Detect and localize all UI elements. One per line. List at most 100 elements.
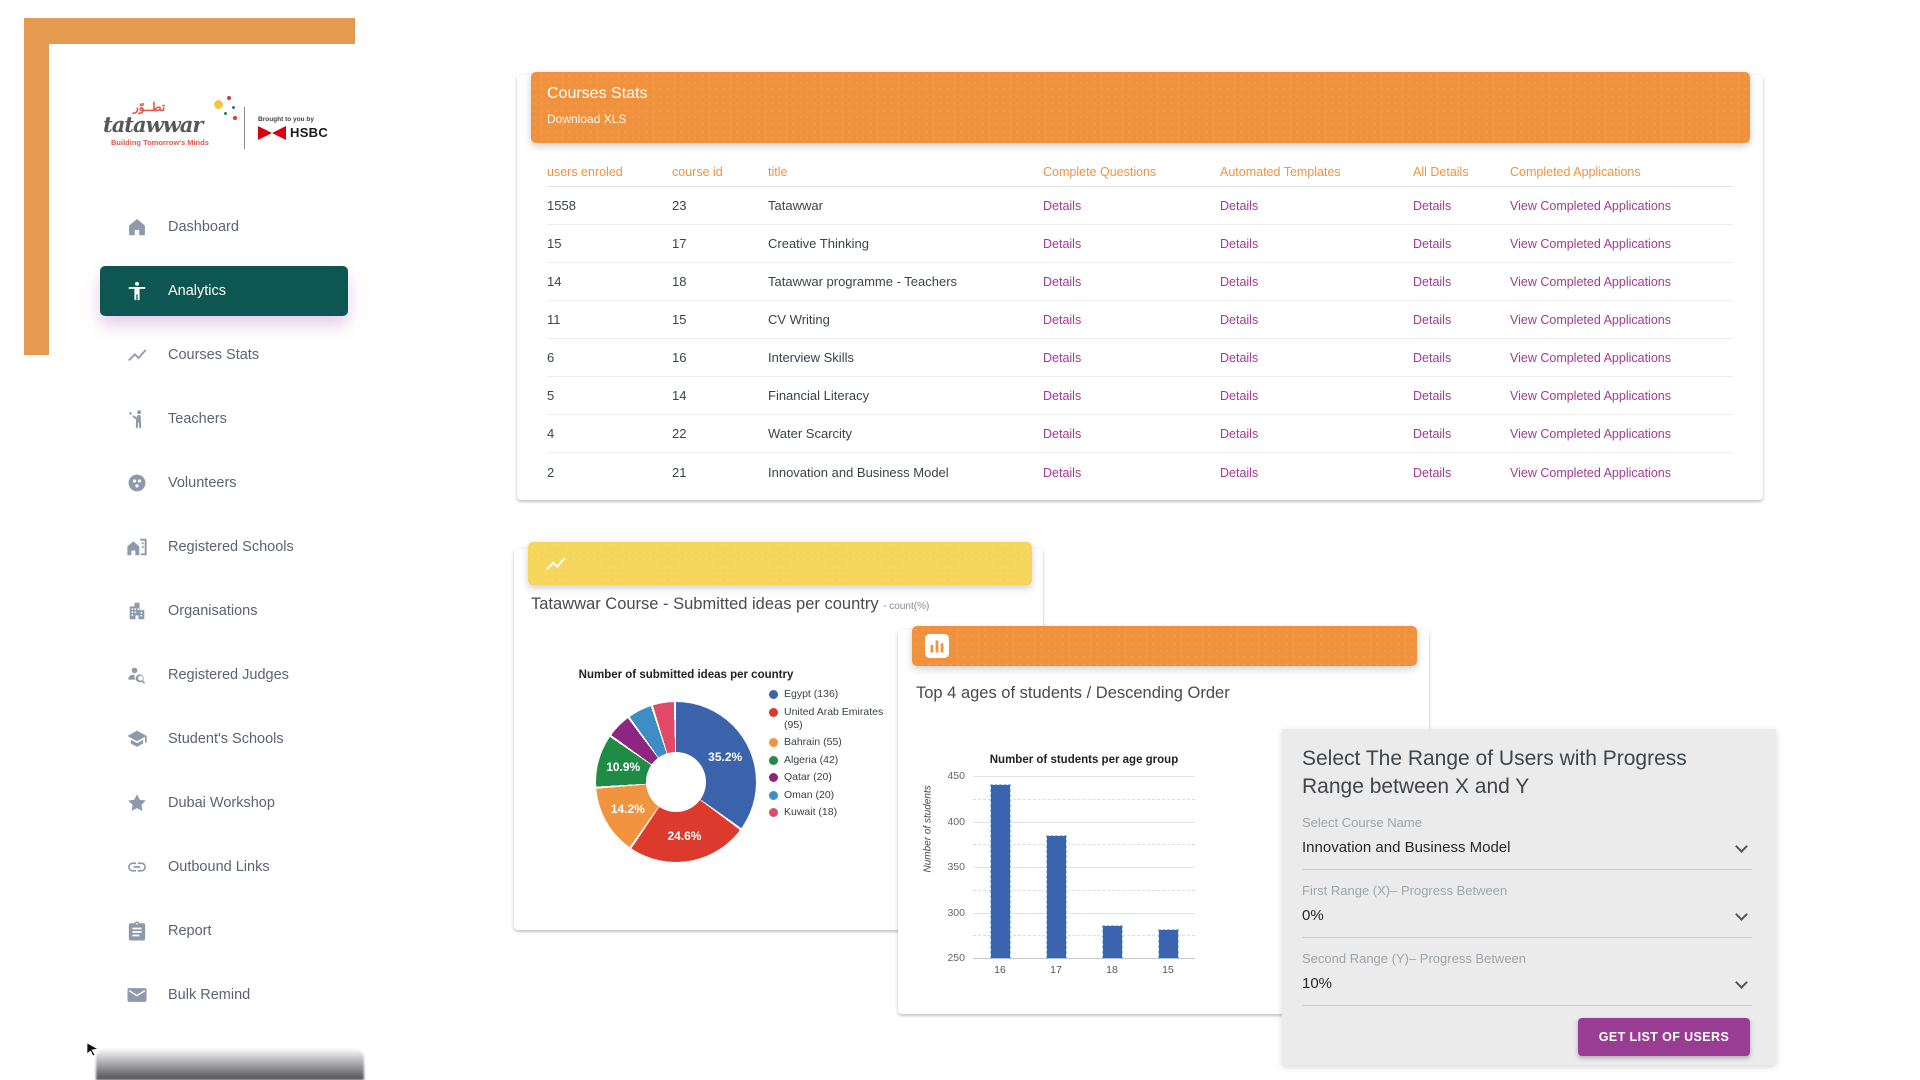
complete-questions-details-link[interactable]: Details [1043,351,1082,365]
sidebar-item-label: Dubai Workshop [168,795,275,811]
complete-questions-details-link[interactable]: Details [1043,237,1082,251]
sidebar-item-volunteers[interactable]: Volunteers [0,451,364,515]
col-all-details: All Details [1413,164,1469,179]
sidebar-item-teachers[interactable]: Teachers [0,387,364,451]
view-completed-applications-link[interactable]: View Completed Applications [1510,389,1671,403]
home-work-icon [126,536,148,558]
sidebar-item-label: Registered Schools [168,539,294,555]
x-tick-label: 15 [1162,964,1174,976]
automated-templates-details-link[interactable]: Details [1220,427,1259,441]
tatawwar-logo: تطــوّر tatawwar Building Tomorrow's Min… [103,96,237,152]
all-details-details-link[interactable]: Details [1413,237,1452,251]
table-row: 15 17 Creative Thinking Details Details Detai… [547,225,1733,263]
title-cell: Innovation and Business Model [768,464,949,480]
col-course-id: course id [672,164,723,179]
users-enroled-cell: 1558 [547,198,576,213]
legend-item: Bahrain (55) [769,736,889,749]
all-details-details-link[interactable]: Details [1413,465,1452,480]
table-row: 5 14 Financial Literacy Details Details Detai… [547,377,1733,415]
automated-templates-details-link[interactable]: Details [1220,465,1259,480]
col-title: title [768,164,788,179]
donut-chart: 35.2% 24.6% 14.2% 10.9% [596,702,756,862]
view-completed-applications-link[interactable]: View Completed Applications [1510,199,1671,213]
complete-questions-details-link[interactable]: Details [1043,427,1082,441]
automated-templates-details-link[interactable]: Details [1220,389,1259,403]
sidebar-item-outbound-links[interactable]: Outbound Links [0,835,364,899]
sidebar-item-label: Bulk Remind [168,987,251,1003]
legend-color-dot [769,808,778,817]
bar-chart-title: Number of students per age group [989,754,1179,766]
users-enroled-cell: 14 [547,274,562,289]
minor-gridline [973,935,1195,937]
all-details-details-link[interactable]: Details [1413,389,1452,403]
legend-label: Algeria (42) [784,753,839,766]
all-details-details-link[interactable]: Details [1413,427,1452,441]
sidebar-item-registered-judges[interactable]: Registered Judges [0,643,364,707]
ideas-card-title-suffix: - count(%) [883,601,930,612]
legend-label: Kuwait (18) [784,806,838,818]
view-completed-applications-link[interactable]: View Completed Applications [1510,465,1671,480]
legend-item: Egypt (136) [769,688,889,701]
complete-questions-details-link[interactable]: Details [1043,389,1082,403]
sidebar-item-label: Dashboard [168,219,239,235]
users-enroled-cell: 11 [547,312,561,327]
all-details-details-link[interactable]: Details [1413,351,1452,365]
course-name-label: Select Course Name [1302,814,1422,830]
y-tick-label: 300 [947,906,965,919]
hsbc-note: Brought to you by [258,116,314,123]
view-completed-applications-link[interactable]: View Completed Applications [1510,351,1671,365]
legend-label: Oman (20) [784,788,835,801]
all-details-details-link[interactable]: Details [1413,199,1452,213]
course-name-select[interactable]: Innovation and Business Model [1302,839,1752,870]
download-xls-link[interactable]: Download XLS [547,112,627,126]
bar-chart-ylabel: Number of students [922,785,934,873]
course-id-cell: 17 [672,236,687,251]
school-icon [126,728,148,750]
title-cell: Water Scarcity [768,426,853,441]
minor-gridline [973,889,1195,891]
view-completed-applications-link[interactable]: View Completed Applications [1510,427,1671,441]
complete-questions-details-link[interactable]: Details [1043,275,1082,289]
all-details-details-link[interactable]: Details [1413,275,1452,289]
sidebar-item-registered-schools[interactable]: Registered Schools [0,515,364,579]
title-cell: CV Writing [768,312,830,327]
logo-dot-red [227,96,231,100]
bottom-dark-blob [96,1048,364,1080]
complete-questions-details-link[interactable]: Details [1043,465,1082,480]
automated-templates-details-link[interactable]: Details [1220,237,1259,251]
pie-percent-label: 14.2% [610,801,645,816]
ages-card-title: Top 4 ages of students / Descending Orde… [916,684,1230,702]
all-details-details-link[interactable]: Details [1413,313,1452,327]
view-completed-applications-link[interactable]: View Completed Applications [1510,313,1671,327]
sidebar-item-student-s-schools[interactable]: Student's Schools [0,707,364,771]
first-range-select[interactable]: 0% [1302,907,1752,938]
sidebar-item-label: Analytics [168,283,227,299]
range-panel: Select The Range of Users with Progress … [1282,729,1776,1065]
automated-templates-details-link[interactable]: Details [1220,351,1259,365]
star-icon [126,792,148,814]
view-completed-applications-link[interactable]: View Completed Applications [1510,237,1671,251]
sidebar-item-dubai-workshop[interactable]: Dubai Workshop [0,771,364,835]
automated-templates-details-link[interactable]: Details [1220,199,1259,213]
sidebar-item-organisations[interactable]: Organisations [0,579,364,643]
sidebar-item-bulk-remind[interactable]: Bulk Remind [0,963,364,1027]
course-id-cell: 14 [672,388,687,403]
view-completed-applications-link[interactable]: View Completed Applications [1510,275,1671,289]
sidebar-item-dashboard[interactable]: Dashboard [0,195,364,259]
sidebar-item-report[interactable]: Report [0,899,364,963]
sidebar-item-courses-stats[interactable]: Courses Stats [0,323,364,387]
email-icon [126,984,148,1006]
logo-divider [244,107,245,149]
accessibility-icon [126,280,148,302]
get-list-of-users-button[interactable]: GET LIST OF USERS [1578,1018,1750,1056]
automated-templates-details-link[interactable]: Details [1220,275,1259,289]
automated-templates-details-link[interactable]: Details [1220,313,1259,327]
bar-17 [1045,835,1067,959]
sidebar-item-analytics[interactable]: Analytics [0,259,364,323]
course-id-cell: 21 [672,464,687,480]
logo-dot-green [224,112,227,115]
second-range-select[interactable]: 10% [1302,975,1752,1006]
col-complete-questions: Complete Questions [1043,164,1157,179]
complete-questions-details-link[interactable]: Details [1043,199,1082,213]
complete-questions-details-link[interactable]: Details [1043,313,1082,327]
